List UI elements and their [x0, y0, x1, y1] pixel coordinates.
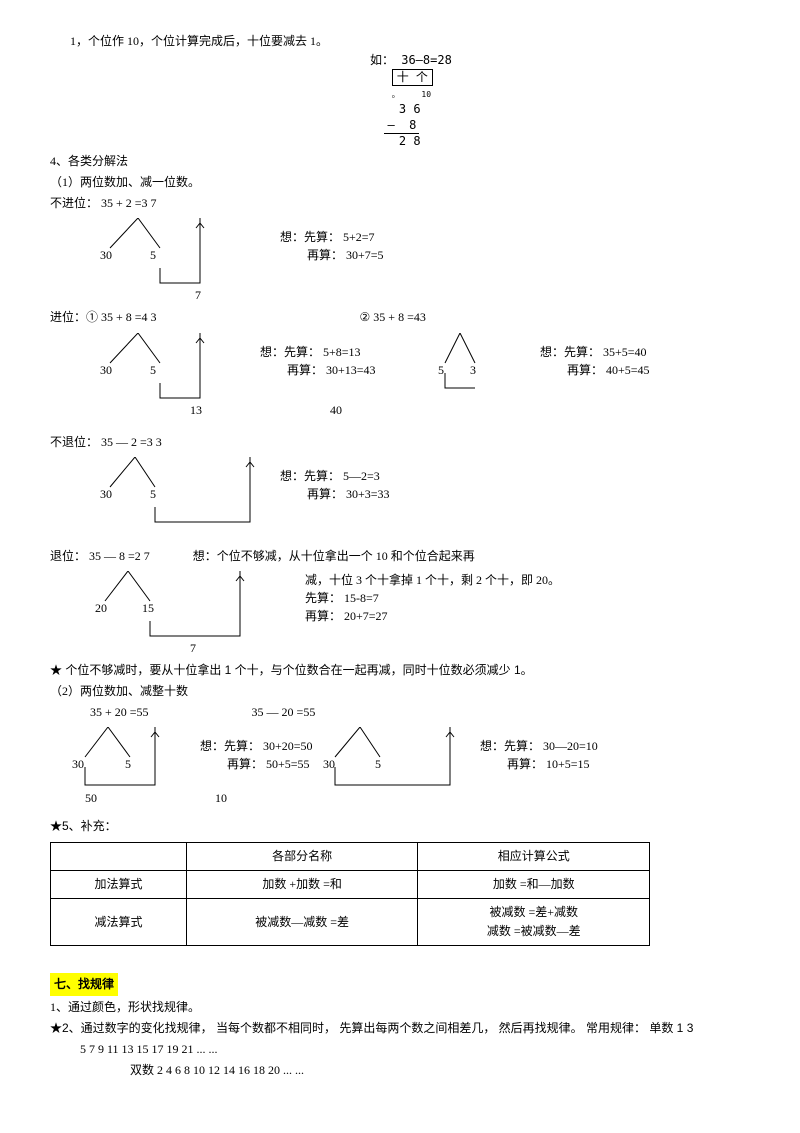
tens-ones-box: 十 个	[392, 69, 433, 87]
nb-5: 5	[150, 485, 156, 504]
s4-noborrow: 不退位： 35 — 2 =3 3	[50, 433, 750, 452]
e2a-10: 10	[215, 789, 227, 808]
cell: 加数 =和—加数	[418, 870, 650, 898]
cell: 加数 +加数 =和	[186, 870, 418, 898]
dot: 。	[392, 90, 400, 99]
cell: 被减数 =差+减数 减数 =被减数—差	[418, 899, 650, 946]
vc-example: 如： 36—8=28	[370, 53, 750, 69]
nb-think2: 再算： 30+3=33	[307, 485, 390, 504]
intro-line: 1，个位作 10，个位计算完成后，十位要减去 1。	[70, 32, 750, 51]
b-think2: 减，十位 3 个十拿掉 1 个十，剩 2 个十，即 20。	[305, 571, 560, 590]
diagram-carry: 30 5 13 40 想：先算： 5+8=13 再算： 30+13=43 5 3…	[50, 333, 750, 418]
c-13: 13	[190, 401, 202, 420]
c2-5: 5	[438, 361, 444, 380]
s7-title: 七、找规律	[50, 973, 750, 996]
s4-ex2: 35 + 20 =55 35 — 20 =55	[50, 703, 750, 722]
diagram-borrow: 20 15 7 减，十位 3 个十拿掉 1 个十，剩 2 个十，即 20。 先算…	[50, 571, 750, 656]
split-30: 30	[100, 246, 112, 265]
cell: 加法算式	[51, 870, 187, 898]
vc-dot: 。 10	[370, 86, 750, 102]
e2a-think1: 想：先算： 30+20=50	[200, 737, 313, 756]
s4-carry: 进位：① 35 + 8 =4 3 ② 35 + 8 =43	[50, 308, 750, 327]
b-7: 7	[190, 639, 196, 658]
s5-title: ★5、补充：	[50, 817, 750, 836]
b-15: 15	[142, 599, 154, 618]
b-20: 20	[95, 599, 107, 618]
diagram-ex2: 30 5 50 10 想：先算： 30+20=50 再算： 50+5=55 30…	[50, 727, 750, 812]
cell: 减法算式	[51, 899, 187, 946]
s4-borrow: 退位： 35 — 8 =2 7 想：个位不够减，从十位拿出一个 10 和个位合起…	[50, 547, 750, 566]
diagram-nocarry: 30 5 7 想：先算： 5+2=7 再算： 30+7=5	[50, 218, 750, 303]
c2-3: 3	[470, 361, 476, 380]
table-row: 加法算式 加数 +加数 =和 加数 =和—加数	[51, 870, 650, 898]
vc-r3: 2 8	[370, 134, 750, 150]
cell: 被减数—减数 =差	[186, 899, 418, 946]
cell-h1: 各部分名称	[186, 842, 418, 870]
ten-marker: 10	[421, 90, 431, 99]
vc-r1: 3 6	[370, 102, 750, 118]
e2b-think2: 再算： 10+5=15	[507, 755, 590, 774]
s4-sub2: （2）两位数加、减整十数	[50, 682, 750, 701]
nb-think1: 想：先算： 5—2=3	[280, 467, 380, 486]
vc-r2: — 8	[370, 118, 750, 135]
table-row: 减法算式 被减数—减数 =差 被减数 =差+减数 减数 =被减数—差	[51, 899, 650, 946]
cell	[51, 842, 187, 870]
nb-30: 30	[100, 485, 112, 504]
diagram-noborrow: 30 5 想：先算： 5—2=3 再算： 30+3=33	[50, 457, 750, 542]
think1: 想：先算： 5+2=7	[280, 228, 375, 247]
split-svg-ex2	[50, 727, 750, 812]
s7-l3: 5 7 9 11 13 15 17 19 21 ... ...	[80, 1040, 750, 1059]
e2b-think1: 想：先算： 30—20=10	[480, 737, 598, 756]
think2: 再算： 30+7=5	[307, 246, 384, 265]
c-40: 40	[330, 401, 342, 420]
b-think4: 再算： 20+7=27	[305, 607, 388, 626]
c2-think1: 想：先算： 35+5=40	[540, 343, 647, 362]
s4-title: 4、各类分解法	[50, 152, 750, 171]
s4-nocarry: 不进位： 35 + 2 =3 7	[50, 194, 750, 213]
c-5: 5	[150, 361, 156, 380]
c2-think2: 再算： 40+5=45	[567, 361, 650, 380]
s4-note: ★ 个位不够减时，要从十位拿出 1 个十，与个位数合在一起再减，同时十位数必须减…	[50, 661, 750, 680]
e2a-think2: 再算： 50+5=55	[227, 755, 310, 774]
s7-l1: 1、通过颜色，形状找规律。	[50, 998, 750, 1017]
e2a-5: 5	[125, 755, 131, 774]
s7-l2: ★2、通过数字的变化找规律， 当每个数都不相同时， 先算出每两个数之间相差几， …	[50, 1019, 750, 1038]
s7-l4: 双数 2 4 6 8 10 12 14 16 18 20 ... ...	[130, 1061, 750, 1080]
vc-box-row: 十 个	[370, 69, 750, 87]
table-row: 各部分名称 相应计算公式	[51, 842, 650, 870]
b-think3: 先算： 15-8=7	[305, 589, 379, 608]
e2b-30: 30	[323, 755, 335, 774]
formula-table: 各部分名称 相应计算公式 加法算式 加数 +加数 =和 加数 =和—加数 减法算…	[50, 842, 650, 947]
e2a-50: 50	[85, 789, 97, 808]
split-5: 5	[150, 246, 156, 265]
vertical-calc: 如： 36—8=28 十 个 。 10 3 6 — 8 2 8	[370, 53, 750, 150]
c-30: 30	[100, 361, 112, 380]
c-think1: 想：先算： 5+8=13	[260, 343, 361, 362]
bottom-7: 7	[195, 286, 201, 305]
cell-h2: 相应计算公式	[418, 842, 650, 870]
e2b-5: 5	[375, 755, 381, 774]
s4-sub1: （1）两位数加、减一位数。	[50, 173, 750, 192]
e2a-30: 30	[72, 755, 84, 774]
c-think2: 再算： 30+13=43	[287, 361, 376, 380]
